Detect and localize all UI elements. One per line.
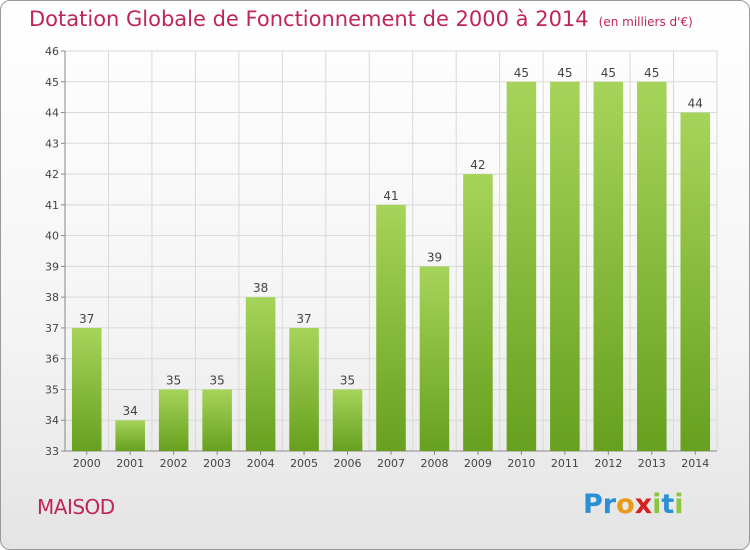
x-tick-label: 2012 <box>594 457 622 470</box>
bar-2011 <box>550 81 580 452</box>
x-tick-label: 2014 <box>681 457 709 470</box>
logo-letter: P <box>583 489 603 520</box>
y-tick-label: 34 <box>45 414 59 427</box>
x-tick-label: 2009 <box>464 457 492 470</box>
logo-letter: r <box>602 489 617 520</box>
x-tick-label: 2008 <box>420 457 448 470</box>
bar-2010 <box>506 81 537 452</box>
town-name: MAISOD <box>37 495 115 519</box>
y-tick-label: 36 <box>45 353 59 366</box>
y-tick-label: 45 <box>45 76 59 89</box>
y-tick-label: 37 <box>45 322 59 335</box>
data-label: 45 <box>514 66 529 80</box>
logo-letter: x <box>634 489 653 520</box>
y-tick-label: 33 <box>45 445 59 458</box>
x-tick-label: 2007 <box>377 457 405 470</box>
data-label: 37 <box>296 312 311 326</box>
bar-2002 <box>158 389 189 451</box>
data-label: 45 <box>557 66 572 80</box>
chart-unit: (en milliers d'€) <box>598 15 693 29</box>
chart-title-text: Dotation Globale de Fonctionnement de 20… <box>29 7 589 31</box>
bar-2013 <box>637 81 667 452</box>
bar-2000 <box>71 327 102 451</box>
y-tick-label: 38 <box>45 291 59 304</box>
x-tick-label: 2005 <box>290 457 318 470</box>
bar-2007 <box>376 204 406 451</box>
bar-2012 <box>593 81 624 452</box>
x-tick-label: 2004 <box>247 457 275 470</box>
x-tick-label: 2001 <box>116 457 144 470</box>
data-labels: 37 34 35 35 38 37 35 41 39 42 45 45 45 45 44 <box>79 66 703 418</box>
data-label: 39 <box>427 250 442 264</box>
x-tick-label: 2002 <box>160 457 188 470</box>
logo-letter: o <box>616 489 635 520</box>
data-label: 37 <box>79 312 94 326</box>
data-label: 38 <box>253 281 268 295</box>
data-label: 35 <box>340 373 355 387</box>
proxiti-logo[interactable]: Proxiti <box>583 489 684 520</box>
data-label: 35 <box>166 373 181 387</box>
x-tick-label: 2011 <box>551 457 579 470</box>
y-tick-label: 42 <box>45 168 59 181</box>
data-label: 34 <box>123 404 138 418</box>
data-label: 42 <box>470 158 485 172</box>
y-tick-label: 41 <box>45 199 59 212</box>
y-tick-label: 40 <box>45 230 59 243</box>
data-label: 45 <box>644 66 659 80</box>
bar-2004 <box>245 297 276 451</box>
x-tick-label: 2010 <box>507 457 535 470</box>
y-tick-label: 46 <box>45 45 59 58</box>
x-tick-label: 2003 <box>203 457 231 470</box>
y-tick-label: 39 <box>45 260 59 273</box>
bar-2001 <box>115 420 145 451</box>
bars <box>71 81 711 452</box>
logo-letter: i <box>674 489 684 520</box>
x-tick-label: 2013 <box>638 457 666 470</box>
axes: 33 34 35 36 37 38 39 40 41 42 43 44 45 46 2000 2001 2002… <box>45 45 717 470</box>
data-label: 45 <box>601 66 616 80</box>
bar-2006 <box>332 389 363 451</box>
chart-title: Dotation Globale de Fonctionnement de 20… <box>29 7 693 31</box>
bar-2008 <box>419 266 450 451</box>
bar-2005 <box>289 327 319 451</box>
logo-letter: i <box>652 489 662 520</box>
x-tick-label: 2006 <box>334 457 362 470</box>
bar-2009 <box>463 174 493 452</box>
bar-2014 <box>680 112 711 452</box>
y-tick-label: 43 <box>45 137 59 150</box>
data-label: 41 <box>383 189 398 203</box>
bar-2003 <box>202 389 232 451</box>
logo-letter: t <box>661 489 675 520</box>
y-tick-label: 35 <box>45 383 59 396</box>
y-tick-label: 44 <box>45 107 59 120</box>
data-label: 35 <box>209 373 224 387</box>
data-label: 44 <box>688 97 703 111</box>
x-tick-label: 2000 <box>73 457 101 470</box>
